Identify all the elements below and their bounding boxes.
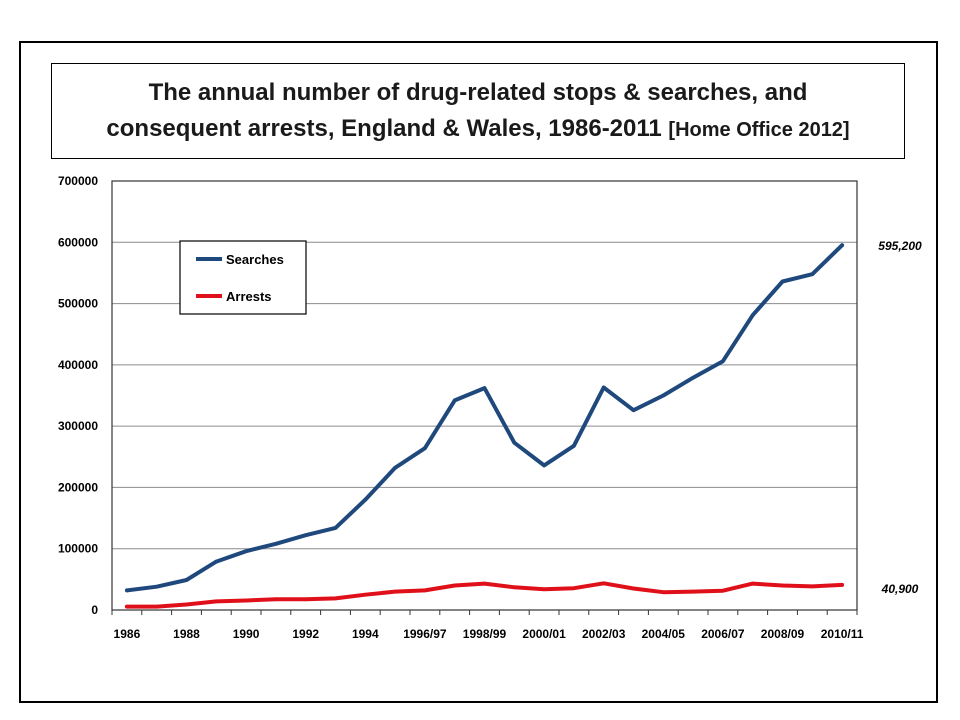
data-point-searches	[810, 272, 815, 276]
x-tick-label: 1994	[352, 627, 379, 641]
y-tick-label: 100000	[58, 542, 98, 556]
legend-label-arrests: Arrests	[226, 289, 272, 304]
data-point-searches	[214, 559, 219, 564]
data-point-arrests	[303, 597, 308, 602]
legend-box	[179, 240, 307, 315]
chart-title: The annual number of drug-related stops …	[88, 75, 868, 148]
data-point-arrests	[423, 588, 427, 593]
data-point-searches	[542, 463, 546, 468]
x-tick-label: 1996/97	[403, 627, 447, 641]
data-point-searches	[691, 375, 695, 380]
y-tick-label: 500000	[58, 297, 98, 311]
data-point-searches	[125, 588, 129, 593]
data-point-searches	[244, 549, 248, 553]
data-point-arrests	[542, 587, 546, 591]
x-tick-label: 2002/03	[582, 627, 626, 641]
data-point-arrests	[661, 590, 666, 595]
x-tick-label: 2000/01	[522, 627, 566, 641]
data-point-searches	[154, 584, 159, 589]
data-point-arrests	[512, 585, 517, 590]
y-tick-label: 200000	[58, 480, 98, 494]
legend-label-searches: Searches	[226, 252, 284, 267]
y-tick-label: 400000	[58, 358, 98, 372]
end-label-searches: 595,200	[878, 239, 922, 253]
data-point-arrests	[214, 599, 219, 604]
data-point-arrests	[333, 596, 338, 601]
data-point-searches	[303, 533, 308, 538]
data-point-arrests	[452, 583, 457, 588]
data-point-arrests	[840, 583, 844, 587]
data-point-arrests	[363, 592, 368, 597]
data-point-searches	[661, 393, 666, 398]
chart-title-box: The annual number of drug-related stops …	[51, 63, 905, 159]
y-tick-label: 300000	[58, 419, 98, 433]
x-tick-label: 2010/11	[821, 627, 864, 641]
data-point-searches	[631, 408, 636, 413]
data-point-searches	[750, 313, 755, 318]
chart-title-main: The annual number of drug-related stops …	[106, 78, 808, 142]
data-point-arrests	[244, 598, 248, 603]
y-tick-label: 0	[91, 603, 98, 617]
plot-area	[111, 180, 858, 611]
data-point-searches	[363, 497, 368, 502]
data-point-arrests	[572, 586, 576, 591]
data-point-searches	[423, 446, 427, 451]
data-point-arrests	[125, 604, 129, 609]
data-point-searches	[780, 279, 785, 284]
data-point-arrests	[691, 589, 695, 594]
data-point-arrests	[750, 581, 755, 586]
x-tick-label: 1986	[114, 627, 141, 641]
data-point-arrests	[393, 589, 397, 594]
data-point-searches	[482, 386, 487, 390]
data-point-searches	[333, 526, 338, 530]
data-point-arrests	[601, 581, 606, 586]
x-tick-label: 1998/99	[463, 627, 507, 641]
x-tick-label: 2006/07	[701, 627, 745, 641]
data-point-arrests	[274, 597, 278, 602]
data-point-searches	[393, 466, 397, 470]
x-tick-label: 1988	[173, 627, 200, 641]
data-point-searches	[274, 542, 278, 546]
data-point-arrests	[184, 602, 189, 607]
data-point-searches	[572, 443, 576, 448]
data-point-searches	[721, 359, 725, 363]
end-label-arrests: 40,900	[881, 582, 919, 596]
data-point-arrests	[721, 588, 725, 593]
data-point-arrests	[154, 604, 159, 609]
data-point-searches	[601, 385, 606, 390]
series-line-arrests	[124, 581, 845, 609]
chart-title-source: [Home Office 2012]	[668, 118, 850, 141]
x-tick-label: 2004/05	[642, 627, 686, 641]
data-point-searches	[840, 243, 844, 248]
x-tick-label: 1992	[292, 627, 319, 641]
data-point-searches	[512, 440, 517, 445]
y-tick-label: 600000	[58, 235, 98, 249]
data-point-arrests	[810, 584, 815, 589]
x-tick-label: 1990	[233, 627, 260, 641]
y-tick-label: 700000	[58, 174, 98, 188]
data-point-arrests	[482, 581, 487, 586]
data-point-searches	[184, 578, 189, 582]
data-point-arrests	[631, 586, 636, 591]
data-point-arrests	[780, 583, 785, 588]
x-tick-label: 2008/09	[761, 627, 805, 641]
data-point-searches	[452, 398, 457, 403]
